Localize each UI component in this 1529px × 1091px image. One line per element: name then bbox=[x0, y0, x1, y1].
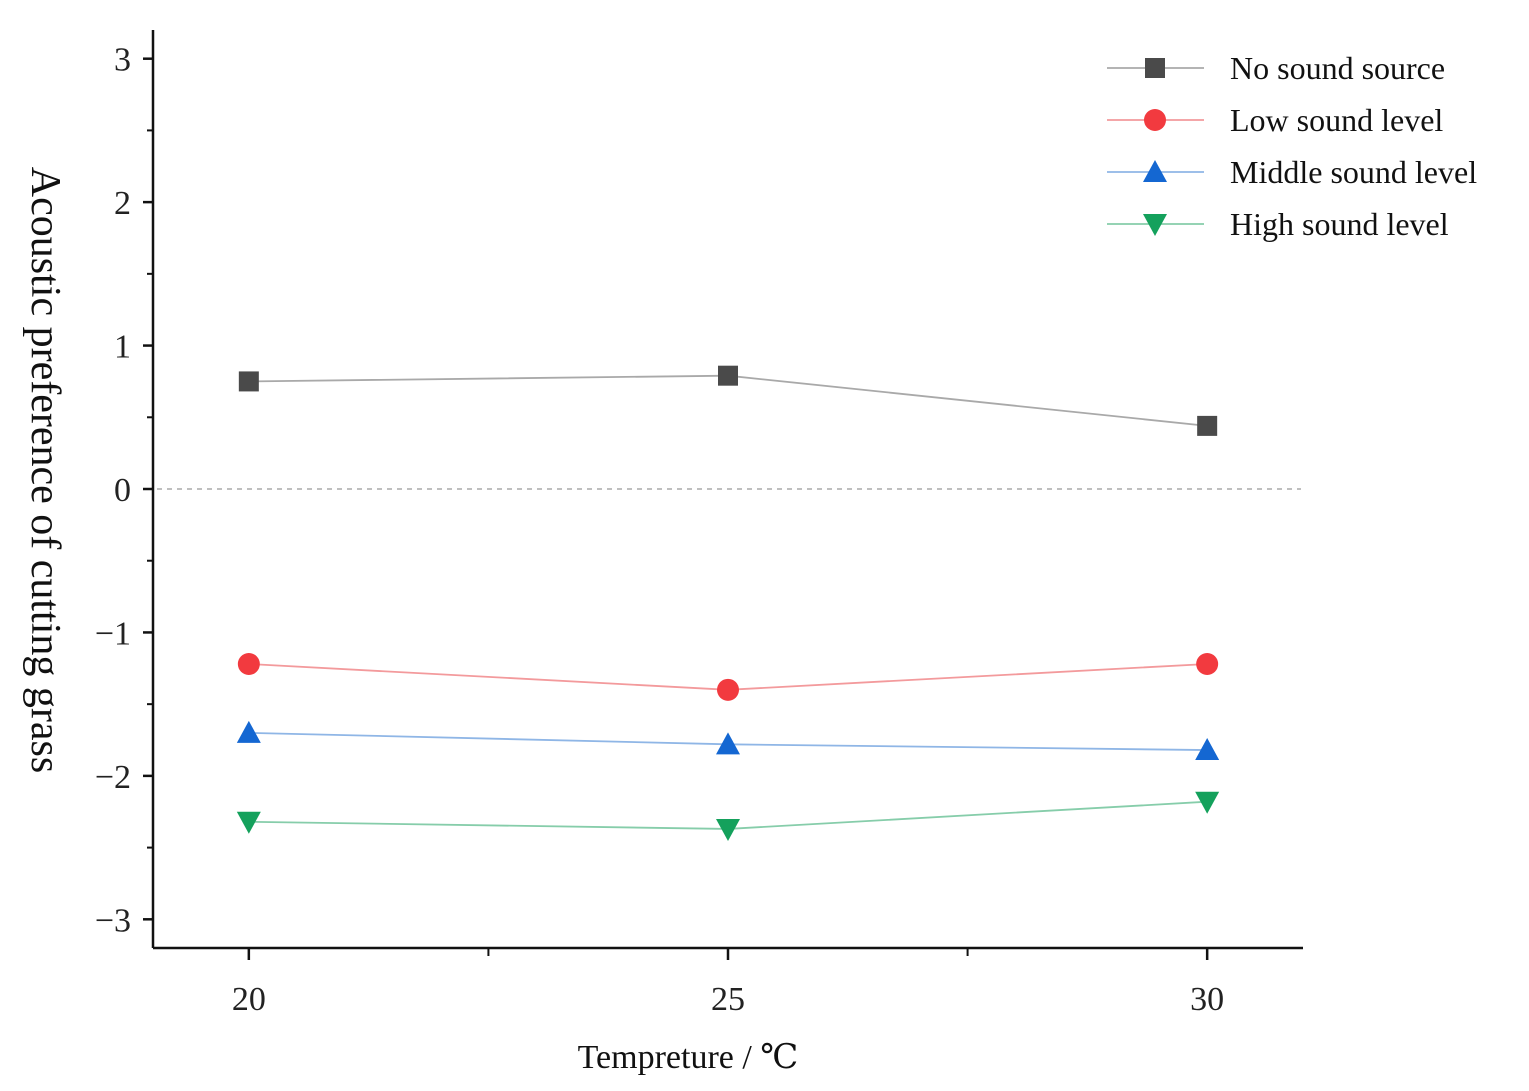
data-point bbox=[717, 678, 739, 701]
y-tick-label: 0 bbox=[114, 472, 131, 509]
legend-entry: No sound source bbox=[1107, 50, 1445, 86]
data-point bbox=[716, 732, 740, 755]
legend-entry: High sound level bbox=[1107, 206, 1449, 242]
legend-entry: Middle sound level bbox=[1107, 154, 1477, 190]
x-tick-label: 25 bbox=[711, 981, 745, 1018]
y-tick-label: 3 bbox=[114, 42, 131, 79]
legend-label: High sound level bbox=[1230, 206, 1449, 242]
legend-label: Middle sound level bbox=[1230, 154, 1477, 190]
y-tick-label: 1 bbox=[114, 329, 131, 366]
y-tick-label: −3 bbox=[95, 902, 131, 939]
y-tick-label: 2 bbox=[114, 185, 131, 222]
y-axis-title: Acoustic preference of cutting grass bbox=[22, 167, 68, 773]
legend-marker bbox=[1144, 109, 1166, 131]
ticks: −3 −2 −1 0 1 2 3 20 25 30 bbox=[95, 42, 1224, 1018]
data-point bbox=[716, 818, 740, 841]
legend-marker bbox=[1143, 160, 1167, 182]
legend-marker bbox=[1145, 58, 1165, 78]
y-tick-label: −1 bbox=[95, 615, 131, 652]
legend-entry: Low sound level bbox=[1107, 102, 1443, 138]
x-tick-label: 20 bbox=[232, 981, 266, 1018]
legend-label: No sound source bbox=[1230, 50, 1445, 86]
y-tick-label: −2 bbox=[95, 759, 131, 796]
data-point bbox=[1195, 738, 1220, 761]
legend: No sound source Low sound level Middle sou… bbox=[1107, 50, 1477, 242]
series-no-sound-source bbox=[238, 365, 1218, 436]
series bbox=[236, 365, 1220, 841]
data-point bbox=[236, 811, 261, 834]
data-point bbox=[237, 652, 260, 675]
data-point bbox=[1197, 415, 1218, 436]
x-tick-label: 30 bbox=[1190, 981, 1224, 1018]
data-point bbox=[718, 365, 738, 386]
series-high-sound-level bbox=[236, 791, 1220, 841]
data-point bbox=[238, 371, 259, 392]
x-axis-title: Tempreture / ℃ bbox=[578, 1039, 799, 1076]
series-low-sound-level bbox=[237, 652, 1219, 701]
legend-label: Low sound level bbox=[1230, 102, 1443, 138]
data-point bbox=[1196, 652, 1219, 675]
data-point bbox=[1195, 791, 1220, 814]
series-middle-sound-level bbox=[236, 720, 1220, 761]
data-point bbox=[236, 720, 261, 743]
legend-marker bbox=[1143, 214, 1167, 236]
